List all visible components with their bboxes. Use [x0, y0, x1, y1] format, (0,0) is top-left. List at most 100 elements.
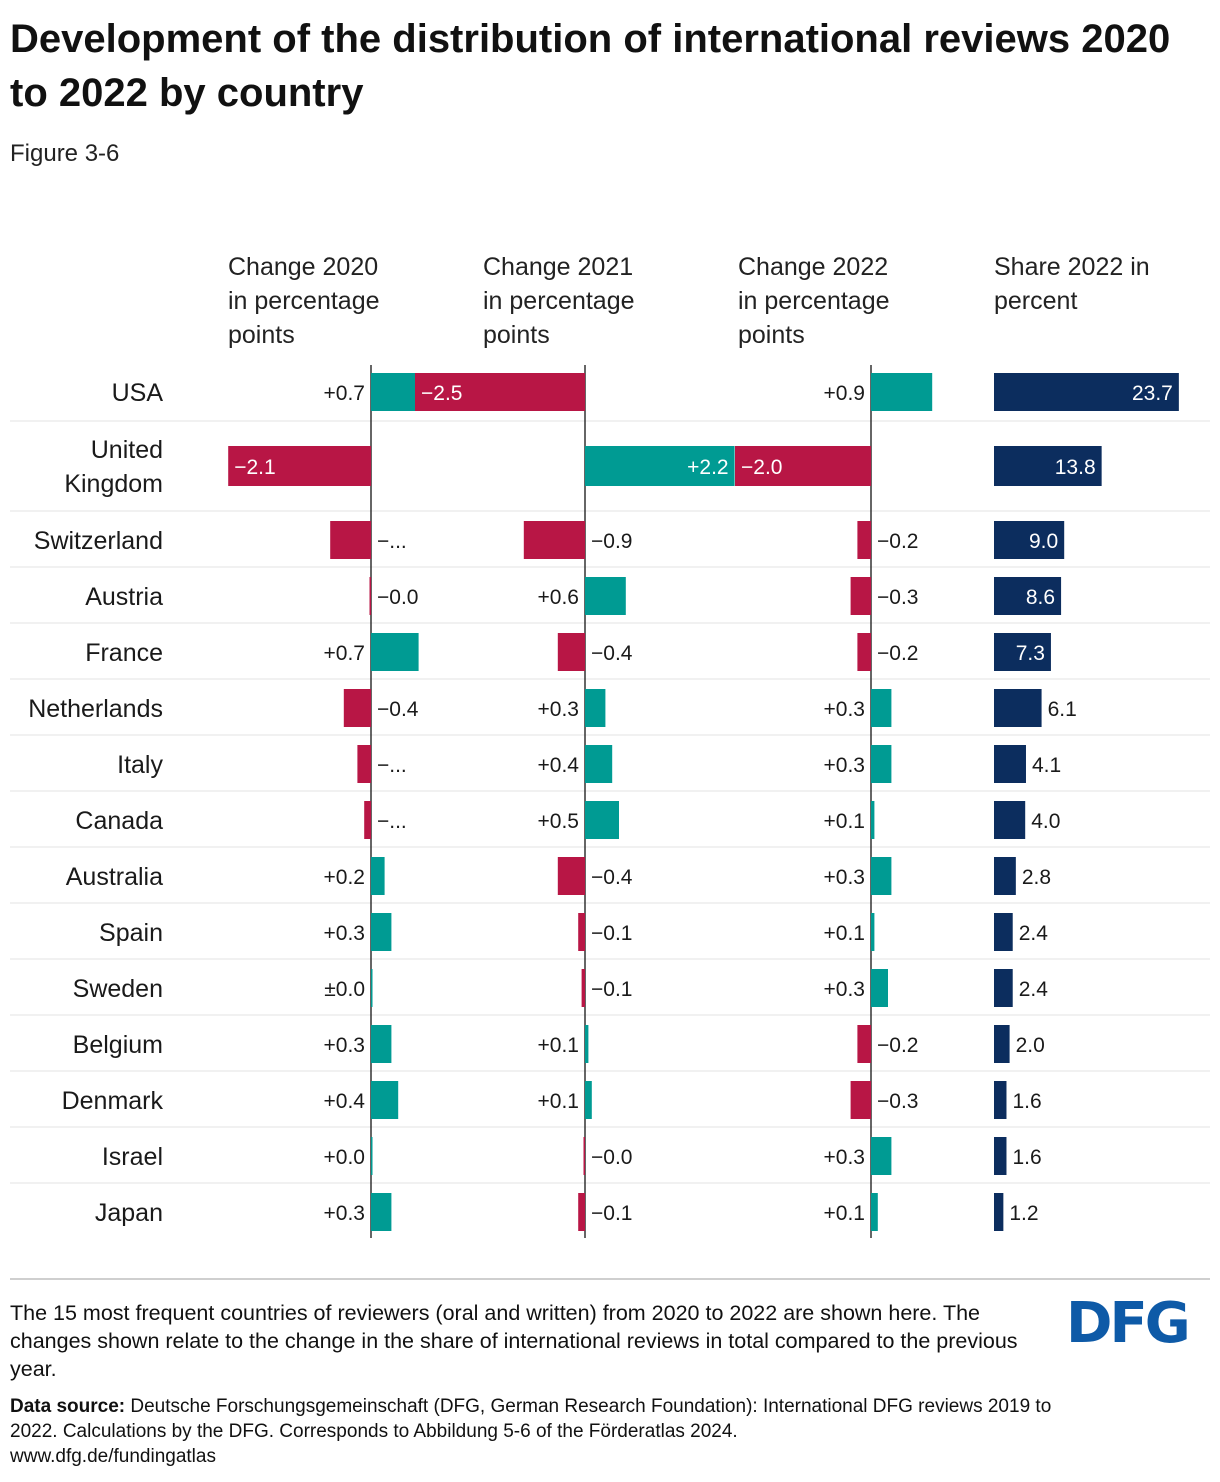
share-2022-value-label: 1.6 — [1012, 1146, 1041, 1169]
change-2022-value-label: +0.3 — [824, 698, 865, 721]
change-2021-value-label: +0.1 — [538, 1034, 579, 1057]
share-2022-value-label: 2.4 — [1019, 978, 1049, 1001]
change-2022-bar — [850, 1081, 871, 1119]
change-2021-bar — [585, 689, 606, 727]
change-2021-value-label: −0.4 — [591, 866, 633, 889]
share-2022-bar — [994, 633, 1051, 671]
change-2021-bar — [585, 745, 613, 783]
change-2020-value-label: −2.1 — [234, 456, 275, 479]
share-2022-value-label: 4.1 — [1032, 754, 1061, 777]
share-2022-value-label: 6.1 — [1048, 698, 1077, 721]
share-2022-value-label: 1.2 — [1009, 1202, 1038, 1225]
change-2021-bar — [585, 801, 619, 839]
change-2020-value-label: +0.2 — [324, 866, 365, 889]
category-label: Canada — [75, 807, 163, 835]
change-2021-bar — [585, 577, 626, 615]
change-2021-bar — [523, 521, 585, 559]
change-2021-bar — [578, 913, 585, 951]
share-2022-bar — [994, 1081, 1007, 1119]
change-2022-value-label: −0.2 — [877, 642, 918, 665]
change-2021-value-label: −0.9 — [591, 530, 632, 553]
share-2022-bar — [994, 446, 1102, 486]
change-2022-bar — [871, 689, 892, 727]
change-2021-bar — [585, 446, 735, 486]
change-2020-value-label: +0.4 — [324, 1090, 366, 1113]
change-2022-value-label: +0.3 — [824, 866, 865, 889]
share-2022-value-label: 23.7 — [1132, 382, 1173, 405]
change-2022-value-label: +0.3 — [824, 1146, 865, 1169]
change-2021-bar — [415, 373, 585, 411]
change-2022-value-label: +0.3 — [824, 978, 865, 1001]
dfg-logo: DFG — [1066, 1291, 1191, 1356]
category-label: USA — [112, 379, 164, 407]
share-2022-bar — [994, 1193, 1004, 1231]
change-2021-bar — [557, 857, 585, 895]
share-2022-value-label: 4.0 — [1031, 810, 1060, 833]
change-2020-value-label: +0.3 — [324, 1034, 365, 1057]
chart-title: Development of the distribution of inter… — [10, 17, 1171, 115]
category-label: United Kingdom — [64, 436, 163, 498]
share-2022-value-label: 2.8 — [1022, 866, 1051, 889]
change-2022-value-label: −0.2 — [877, 1034, 918, 1057]
column-header-change-2020: Change 2020 in percentage points — [228, 253, 380, 349]
change-2022-value-label: +0.1 — [824, 922, 865, 945]
share-2022-value-label: 13.8 — [1055, 456, 1096, 479]
change-2021-bar — [581, 969, 585, 1007]
change-2020-bar — [371, 373, 419, 411]
share-2022-bar — [994, 521, 1065, 559]
change-2021-bar — [578, 1193, 585, 1231]
change-2020-value-label: −... — [377, 810, 407, 833]
footer-divider — [10, 1278, 1210, 1280]
change-2022-value-label: +0.3 — [824, 754, 865, 777]
change-2022-bar — [735, 446, 871, 486]
change-2020-value-label: +0.3 — [324, 922, 365, 945]
change-2020-value-label: −0.0 — [377, 586, 418, 609]
change-2020-bar — [371, 857, 385, 895]
change-2022-bar — [871, 801, 875, 839]
footnote: The 15 most frequent countries of review… — [10, 1301, 1018, 1381]
change-2021-value-label: +2.2 — [687, 456, 728, 479]
change-2022-value-label: +0.1 — [824, 1202, 865, 1225]
change-2022-bar — [871, 969, 888, 1007]
category-label: Spain — [99, 919, 163, 947]
share-2022-value-label: 2.0 — [1016, 1034, 1045, 1057]
category-label: Italy — [117, 751, 163, 779]
change-2022-bar — [871, 745, 892, 783]
share-2022-bar — [994, 969, 1013, 1007]
change-2020-value-label: +0.0 — [324, 1146, 365, 1169]
change-2022-bar — [871, 373, 933, 411]
change-2021-value-label: +0.4 — [538, 754, 580, 777]
change-2021-value-label: +0.1 — [538, 1090, 579, 1113]
category-label: Australia — [66, 863, 163, 891]
share-2022-bar — [994, 745, 1026, 783]
change-2021-bar — [583, 1137, 585, 1175]
share-2022-bar — [994, 577, 1062, 615]
change-2020-bar — [343, 689, 371, 727]
change-2020-bar — [330, 521, 371, 559]
column-header-change-2021: Change 2021 in percentage points — [483, 253, 635, 349]
share-2022-value-label: 7.3 — [1016, 642, 1045, 665]
bar-chart: USA United Kingdom Switzerland Austria France… — [10, 365, 1210, 1238]
change-2020-bar — [369, 577, 371, 615]
data-source: Data source: Deutsche Forschungsgemeinsc… — [10, 1394, 1070, 1469]
change-2020-bar — [228, 446, 371, 486]
column-header-share-2022: Share 2022 in percent — [994, 253, 1150, 315]
change-2020-value-label: +0.3 — [324, 1202, 365, 1225]
change-2022-value-label: −0.2 — [877, 530, 918, 553]
category-label: Switzerland — [34, 527, 163, 555]
category-label: Israel — [102, 1143, 163, 1171]
share-2022-bar — [994, 857, 1016, 895]
change-2022-bar — [857, 633, 871, 671]
share-2022-value-label: 9.0 — [1029, 530, 1058, 553]
change-2022-bar — [871, 1137, 892, 1175]
column-header-change-2022: Change 2022 in percentage points — [738, 253, 890, 349]
data-source-label: Data source: — [10, 1396, 126, 1417]
share-2022-value-label: 1.6 — [1012, 1090, 1041, 1113]
change-2020-bar — [371, 1081, 399, 1119]
category-label: Austria — [85, 583, 163, 611]
change-2022-value-label: −0.3 — [877, 586, 918, 609]
change-2021-bar — [585, 1025, 589, 1063]
change-2022-bar — [871, 913, 875, 951]
change-2020-bar — [371, 1025, 392, 1063]
change-2020-value-label: +0.7 — [324, 382, 365, 405]
